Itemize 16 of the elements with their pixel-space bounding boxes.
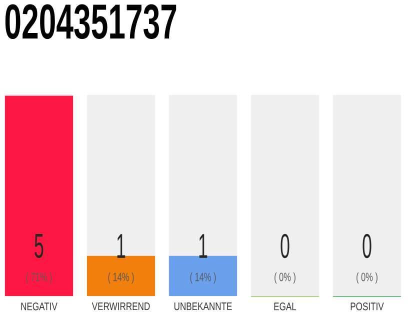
annotation: ( 0% ) [356, 272, 378, 284]
annotation: ( 14% ) [108, 272, 134, 284]
annotation: ( 71% ) [26, 272, 52, 284]
x-tick-label: POSITIV [350, 302, 384, 310]
annotation: 0 [362, 234, 372, 258]
annotation: ( 0% ) [274, 272, 296, 284]
x-tick-label: VERWIRREND [92, 302, 150, 310]
x-tick-label: NEGATIV [21, 302, 58, 310]
data-label: 5 [34, 234, 44, 258]
x-tick-label: EGAL [274, 302, 296, 310]
chart-title: 0204351737 [5, 4, 176, 40]
data-label: 1 [199, 234, 208, 258]
x-tick-label: UNBEKANNTE [174, 302, 232, 310]
data-label: 1 [117, 234, 126, 258]
annotation: ( 14% ) [190, 272, 216, 284]
annotation: 0 [280, 234, 290, 258]
